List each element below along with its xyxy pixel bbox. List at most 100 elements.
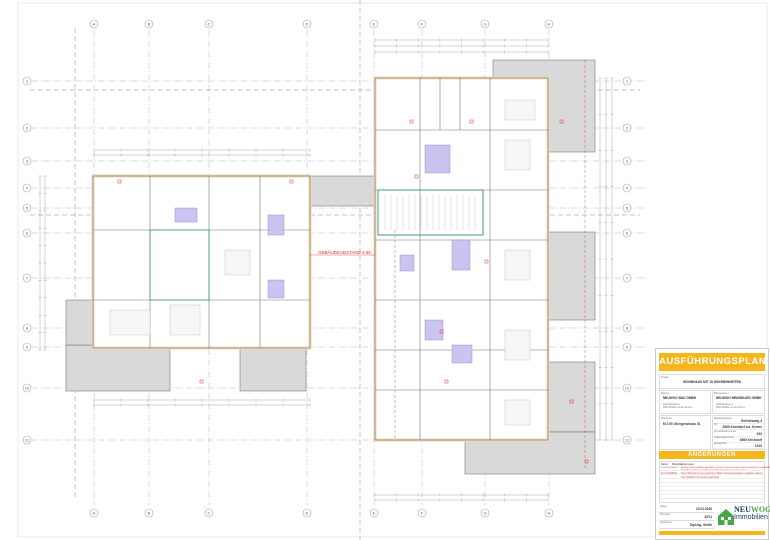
grid-bubble <box>22 435 32 445</box>
change-text: TGA Schächte 03 und 04 verschoben <box>681 476 720 479</box>
site-field-value: 1910 <box>754 444 762 449</box>
grid-bubble <box>480 508 490 518</box>
grid-label-column: E <box>373 511 376 516</box>
grid-bubble <box>480 19 490 29</box>
change-text: Bauteil Zwischendecke geändert, Fenster … <box>681 467 770 469</box>
furniture <box>504 329 531 361</box>
grid-bubble <box>204 19 214 29</box>
grid-label-column: A <box>93 511 96 516</box>
furniture <box>109 309 151 336</box>
grid-bubble <box>369 508 379 518</box>
grid-label-row: 4 <box>626 186 629 191</box>
left-wing-wall <box>92 175 311 349</box>
grid-label-row: 1 <box>26 79 29 84</box>
red-marker <box>117 179 122 184</box>
stair-core <box>149 229 210 301</box>
site-field-label: Grundstücksnummer <box>714 429 737 433</box>
planner-box: Planverfasser NEUWOG IMMOBILIEN GMBH Rei… <box>712 390 765 414</box>
terrace <box>547 361 596 433</box>
grid-bubble <box>622 183 632 193</box>
grid-label-column: D <box>306 22 309 27</box>
terrace <box>547 231 596 321</box>
grid-label-row: 11 <box>25 438 30 443</box>
meta-value: Dipl.Ing. Smith <box>689 523 712 527</box>
grid-bubble <box>302 19 312 29</box>
meta-value: 22.01.2020 <box>696 507 712 511</box>
grid-bubble <box>622 342 632 352</box>
changes-table: Datum Planindex Änderungen 12.12.2019 AF… <box>659 461 770 503</box>
change-index: AF01 <box>672 467 678 469</box>
grid-bubble <box>544 19 554 29</box>
grid-bubble <box>417 508 427 518</box>
grid-bubble <box>622 156 632 166</box>
grid-bubble <box>417 19 427 29</box>
grid-bubble <box>622 123 632 133</box>
grid-bubble <box>89 508 99 518</box>
furniture <box>169 304 201 336</box>
meta-label: gezeichnet <box>660 521 672 524</box>
grid-label-column: E <box>373 22 376 27</box>
red-marker <box>289 179 294 184</box>
grid-label-column: F <box>421 511 424 516</box>
red-marker <box>414 174 419 179</box>
meta-label: Datum <box>660 505 668 508</box>
grid-bubble <box>369 19 379 29</box>
grid-label-column: C <box>208 22 211 27</box>
grid-bubble <box>22 383 32 393</box>
grid-label-row: 9 <box>626 345 629 350</box>
grid-bubble <box>544 508 554 518</box>
furniture <box>504 139 531 171</box>
red-marker <box>199 379 204 384</box>
grid-label-column: H <box>548 22 551 27</box>
grid-label-row: 3 <box>626 159 629 164</box>
grid-bubble <box>22 228 32 238</box>
grid-label-column: F <box>421 22 424 27</box>
grid-label-column: C <box>208 511 211 516</box>
grid-bubble <box>302 508 312 518</box>
bathroom-tiles <box>174 207 198 223</box>
plan-status-heading: AUSFÜHRUNGSPLAN <box>659 353 766 371</box>
grid-label-row: 10 <box>25 386 30 391</box>
grid-bubble <box>22 156 32 166</box>
grid-label-row: 1 <box>626 79 629 84</box>
red-marker <box>439 329 444 334</box>
right-wing-wall <box>374 77 549 441</box>
builder-box: Bauherr NEUWOG BAU GMBH Reichsstrasse 1 … <box>659 390 711 414</box>
changes-heading: ÄNDERUNGEN <box>659 451 765 459</box>
building-distance-label: GEBÄUDEABSTAND 4.60 <box>318 250 371 255</box>
plan-scale-floor: M 1:50 Obergeschoss 01 <box>663 422 701 426</box>
grid-bubble <box>22 123 32 133</box>
title-block: AUSFÜHRUNGSPLAN Projekt WOHNHAUS MIT 18 … <box>655 348 770 540</box>
balcony <box>65 299 94 346</box>
bathroom-tiles <box>451 344 473 364</box>
grid-bubble <box>622 323 632 333</box>
grid-label-column: A <box>93 22 96 27</box>
grid-label-column: B <box>148 511 151 516</box>
grid-bubble <box>622 228 632 238</box>
furniture <box>504 249 531 281</box>
site-box: Bauplatzadresse Gerhofsweg 4 Ort 4560 Ki… <box>712 415 765 450</box>
bathroom-tiles <box>267 279 285 299</box>
grid-bubble <box>204 508 214 518</box>
grid-bubble <box>622 203 632 213</box>
stair-core <box>377 189 484 236</box>
grid-bubble <box>22 323 32 333</box>
footer-bar <box>659 531 765 535</box>
bathroom-tiles <box>451 239 471 271</box>
grid-bubble <box>144 19 154 29</box>
site-field-value: 4560 Kirchdorf <box>739 437 762 442</box>
grid-bubble <box>144 508 154 518</box>
bathroom-tiles <box>267 214 285 236</box>
site-field-label: Katastralgemeinde <box>714 435 734 439</box>
grid-label-column: D <box>306 511 309 516</box>
company-logo: NEUWOG Immobilien <box>718 505 770 527</box>
red-marker <box>559 119 564 124</box>
bathroom-tiles <box>399 254 415 272</box>
grid-bubble <box>22 76 32 86</box>
grid-bubble <box>89 19 99 29</box>
change-date: 12.12.2019 <box>661 467 673 469</box>
grid-label-row: 2 <box>26 126 29 131</box>
red-marker <box>444 379 449 384</box>
grid-bubble <box>22 183 32 193</box>
